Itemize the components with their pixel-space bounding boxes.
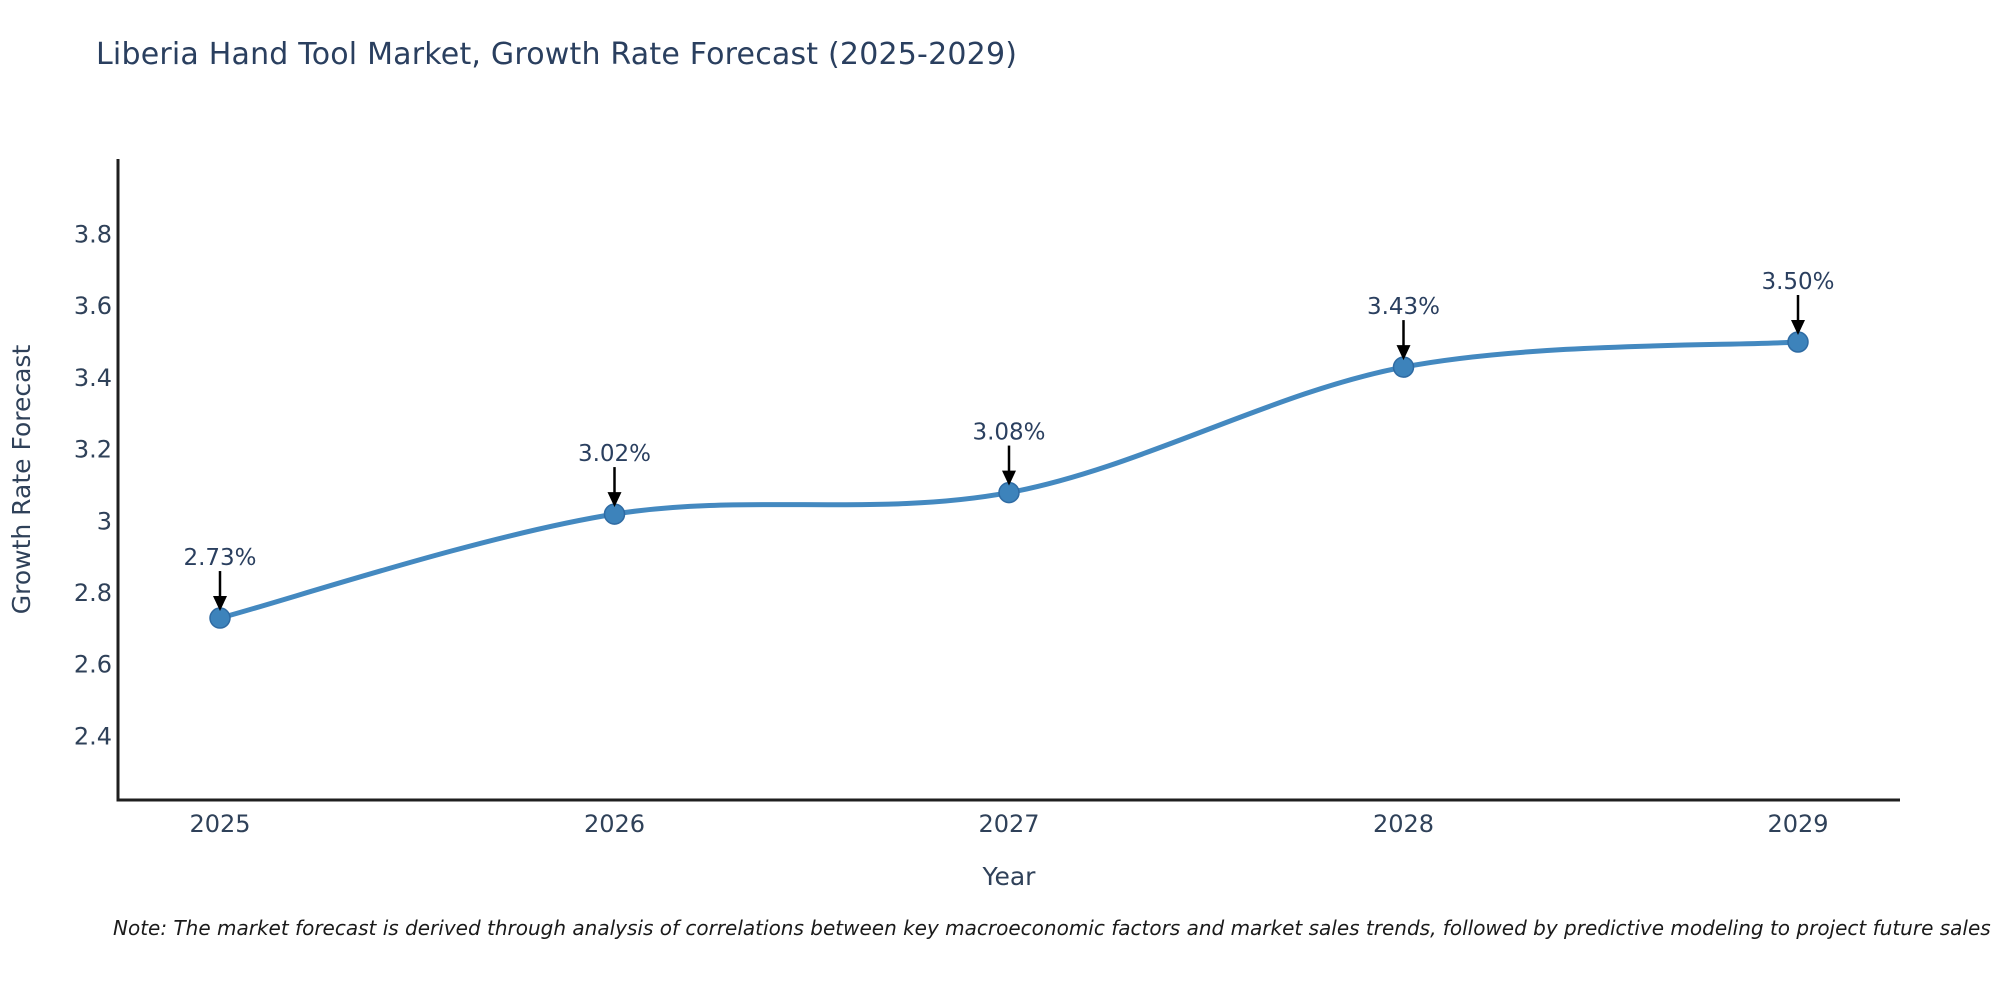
point-value-label: 3.02%	[578, 441, 651, 467]
annotation-arrowhead	[213, 596, 227, 612]
y-tick-label: 2.4	[74, 722, 112, 750]
annotation-arrowhead	[607, 492, 622, 508]
y-tick-label: 2.8	[74, 579, 112, 607]
x-tick-label: 2029	[1767, 810, 1828, 838]
y-tick-label: 3	[97, 507, 112, 535]
y-tick-label: 2.6	[74, 651, 112, 679]
x-tick-label: 2028	[1373, 810, 1434, 838]
x-tick-label: 2027	[978, 810, 1039, 838]
x-tick-label: 2025	[189, 810, 250, 838]
y-tick-label: 3.8	[74, 220, 112, 248]
annotation-arrowhead	[1002, 470, 1016, 486]
chart-title: Liberia Hand Tool Market, Growth Rate Fo…	[96, 37, 1018, 72]
annotation-arrowhead	[1396, 345, 1411, 361]
x-tick-label: 2026	[584, 810, 645, 838]
point-value-label: 3.08%	[972, 420, 1045, 446]
y-axis-title: Growth Rate Forecast	[7, 345, 36, 615]
point-value-label: 3.43%	[1367, 294, 1440, 320]
point-value-label: 2.73%	[183, 545, 256, 571]
y-tick-label: 3.4	[74, 364, 112, 392]
y-tick-label: 3.6	[74, 292, 112, 320]
footnote: Note: The market forecast is derived thr…	[113, 916, 1991, 940]
y-tick-label: 3.2	[74, 436, 112, 464]
point-value-label: 3.50%	[1761, 269, 1834, 295]
annotation-arrowhead	[1791, 320, 1805, 335]
data-point	[603, 503, 626, 525]
x-axis-title: Year	[982, 862, 1037, 891]
